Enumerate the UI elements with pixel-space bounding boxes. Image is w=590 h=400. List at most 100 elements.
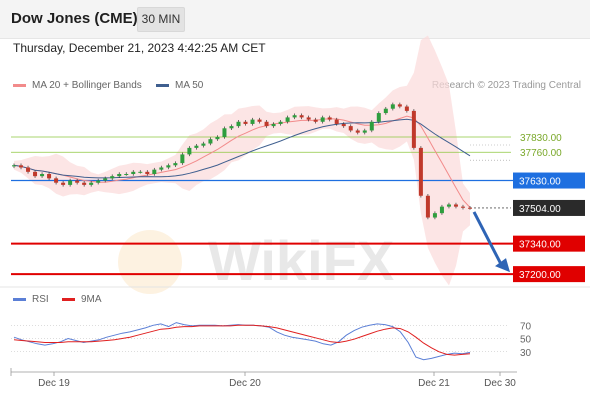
candle-body [271,123,276,127]
candle-body [411,110,416,148]
candle-body [187,147,192,155]
ma50-line [13,118,471,179]
candle-body [341,123,346,127]
candle-body [320,117,325,122]
candle-body [468,207,472,209]
datetime-label: Thursday, December 21, 2023 4:42:25 AM C… [13,41,266,55]
rsi-series-1 [13,324,471,356]
current-price-box [513,199,585,216]
candle-body [180,154,185,164]
candle-body [460,206,465,208]
rsi-series-0 [13,322,471,361]
candle-body [229,126,234,129]
candle-body [369,121,374,131]
legend-ma50-label: MA 50 [175,80,204,91]
legend-ma50: MA 50 [156,80,203,91]
candle-body [124,174,129,175]
candle-body [26,167,31,172]
9ma-swatch [62,298,75,301]
candle-body [166,165,171,168]
rsi-swatch [13,298,26,301]
candle-body [425,195,430,218]
candle-body [117,174,122,177]
x-tick-label-3: Dec 30 [484,378,516,389]
candle-body [432,213,437,218]
candle-body [446,204,451,207]
candle-body [33,171,38,177]
rsi-tick-label-1: 50 [520,335,532,346]
candle-body [208,139,213,144]
ma50-swatch [156,84,169,87]
candle-body [243,121,248,124]
level-label-1: 37760.00 [520,148,562,159]
candle-body [152,169,157,174]
candle-body [19,165,24,168]
chart-header: Dow Jones (CME) 30 MIN [0,0,590,39]
timeframe-button[interactable]: 30 MIN [137,7,185,32]
candle-body [418,147,423,196]
candle-body [327,117,332,120]
candle-body [40,174,45,177]
legend-9ma: 9MA [62,294,102,305]
candle-body [75,180,80,183]
candle-body [306,117,311,120]
credit-text: Research © 2023 Trading Central [431,80,581,91]
candle-body [145,171,150,174]
forecast-arrow-icon [472,211,504,267]
candle-body [453,204,458,207]
rsi-tick-label-0: 70 [520,321,532,332]
candle-body [12,165,16,167]
current-price-label: 37504.00 [519,204,561,215]
candle-body [138,171,143,173]
legend-9ma-label: 9MA [81,294,102,305]
forecast-arrowhead-icon [495,258,510,273]
candle-body [159,167,164,170]
candle-body [61,182,66,185]
ma20-swatch [13,84,26,87]
candle-body [236,121,241,127]
candle-body [439,206,444,214]
level-label-4: 37340.00 [519,240,561,251]
candle-body [47,174,52,179]
candle-body [250,119,255,124]
level-label-5: 37200.00 [519,270,561,281]
candle-body [292,115,297,118]
candle-body [376,113,381,122]
candle-body [355,130,360,133]
candle-body [68,180,73,185]
level-label-2: 37630.00 [519,177,561,188]
candle-body [173,163,178,166]
candle-body [397,104,402,107]
candle-body [131,171,136,174]
candle-body [82,182,87,185]
candle-body [362,130,367,133]
watermark-logo-icon [118,230,182,294]
legend-rsi: RSI [13,294,49,305]
candle-body [404,106,409,111]
instrument-title: Dow Jones (CME) [11,10,138,27]
candle-body [222,128,227,137]
candle-body [313,119,318,122]
legend-ma20-label: MA 20 + Bollinger Bands [32,80,142,91]
candle-body [257,119,262,122]
bollinger-band [14,35,470,286]
x-tick-label-2: Dec 21 [418,378,450,389]
candle-body [110,176,115,179]
candle-body [103,178,108,181]
candle-body [285,117,290,122]
level-label-0: 37830.00 [520,133,562,144]
candle-body [215,137,220,140]
candle-body [390,104,395,109]
legend-ma20: MA 20 + Bollinger Bands [13,80,142,91]
rsi-tick-label-2: 30 [520,348,532,359]
candle-body [278,121,283,124]
candle-body [89,182,94,185]
level-box-4 [513,235,585,252]
candle-body [264,121,269,127]
candle-body [299,115,304,118]
x-tick-label-0: Dec 19 [38,378,70,389]
candle-body [383,108,388,114]
candle-body [194,145,199,148]
level-box-2 [513,172,585,189]
